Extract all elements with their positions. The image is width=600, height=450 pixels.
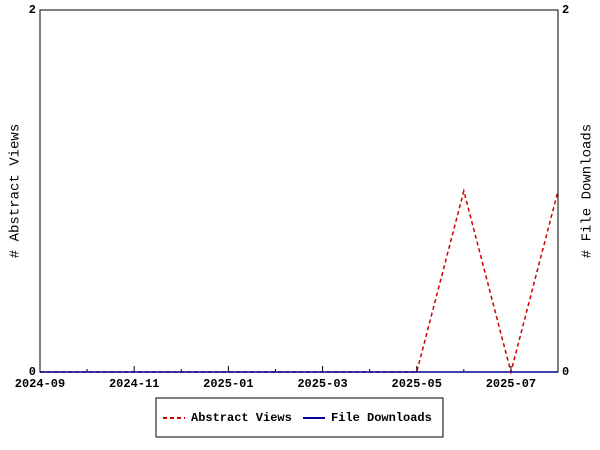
y-tick-label: 2 [29, 3, 36, 17]
y-tick-label: 0 [29, 365, 36, 379]
x-tick-label: 2025-05 [392, 377, 442, 391]
x-tick-label: 2025-07 [486, 377, 536, 391]
x-tick-label: 2024-11 [109, 377, 159, 391]
y2-tick-label: 2 [562, 3, 569, 17]
y-axis-label: # Abstract Views [8, 124, 24, 258]
x-tick-label: 2025-01 [203, 377, 253, 391]
plot-area [39, 9, 559, 373]
y2-tick-label: 0 [562, 365, 569, 379]
legend-label: File Downloads [331, 411, 432, 425]
legend-label: Abstract Views [191, 411, 292, 425]
y2-axis-label: # File Downloads [580, 124, 596, 258]
x-tick-label: 2025-03 [297, 377, 347, 391]
legend [155, 397, 444, 438]
x-tick-label: 2024-09 [15, 377, 65, 391]
